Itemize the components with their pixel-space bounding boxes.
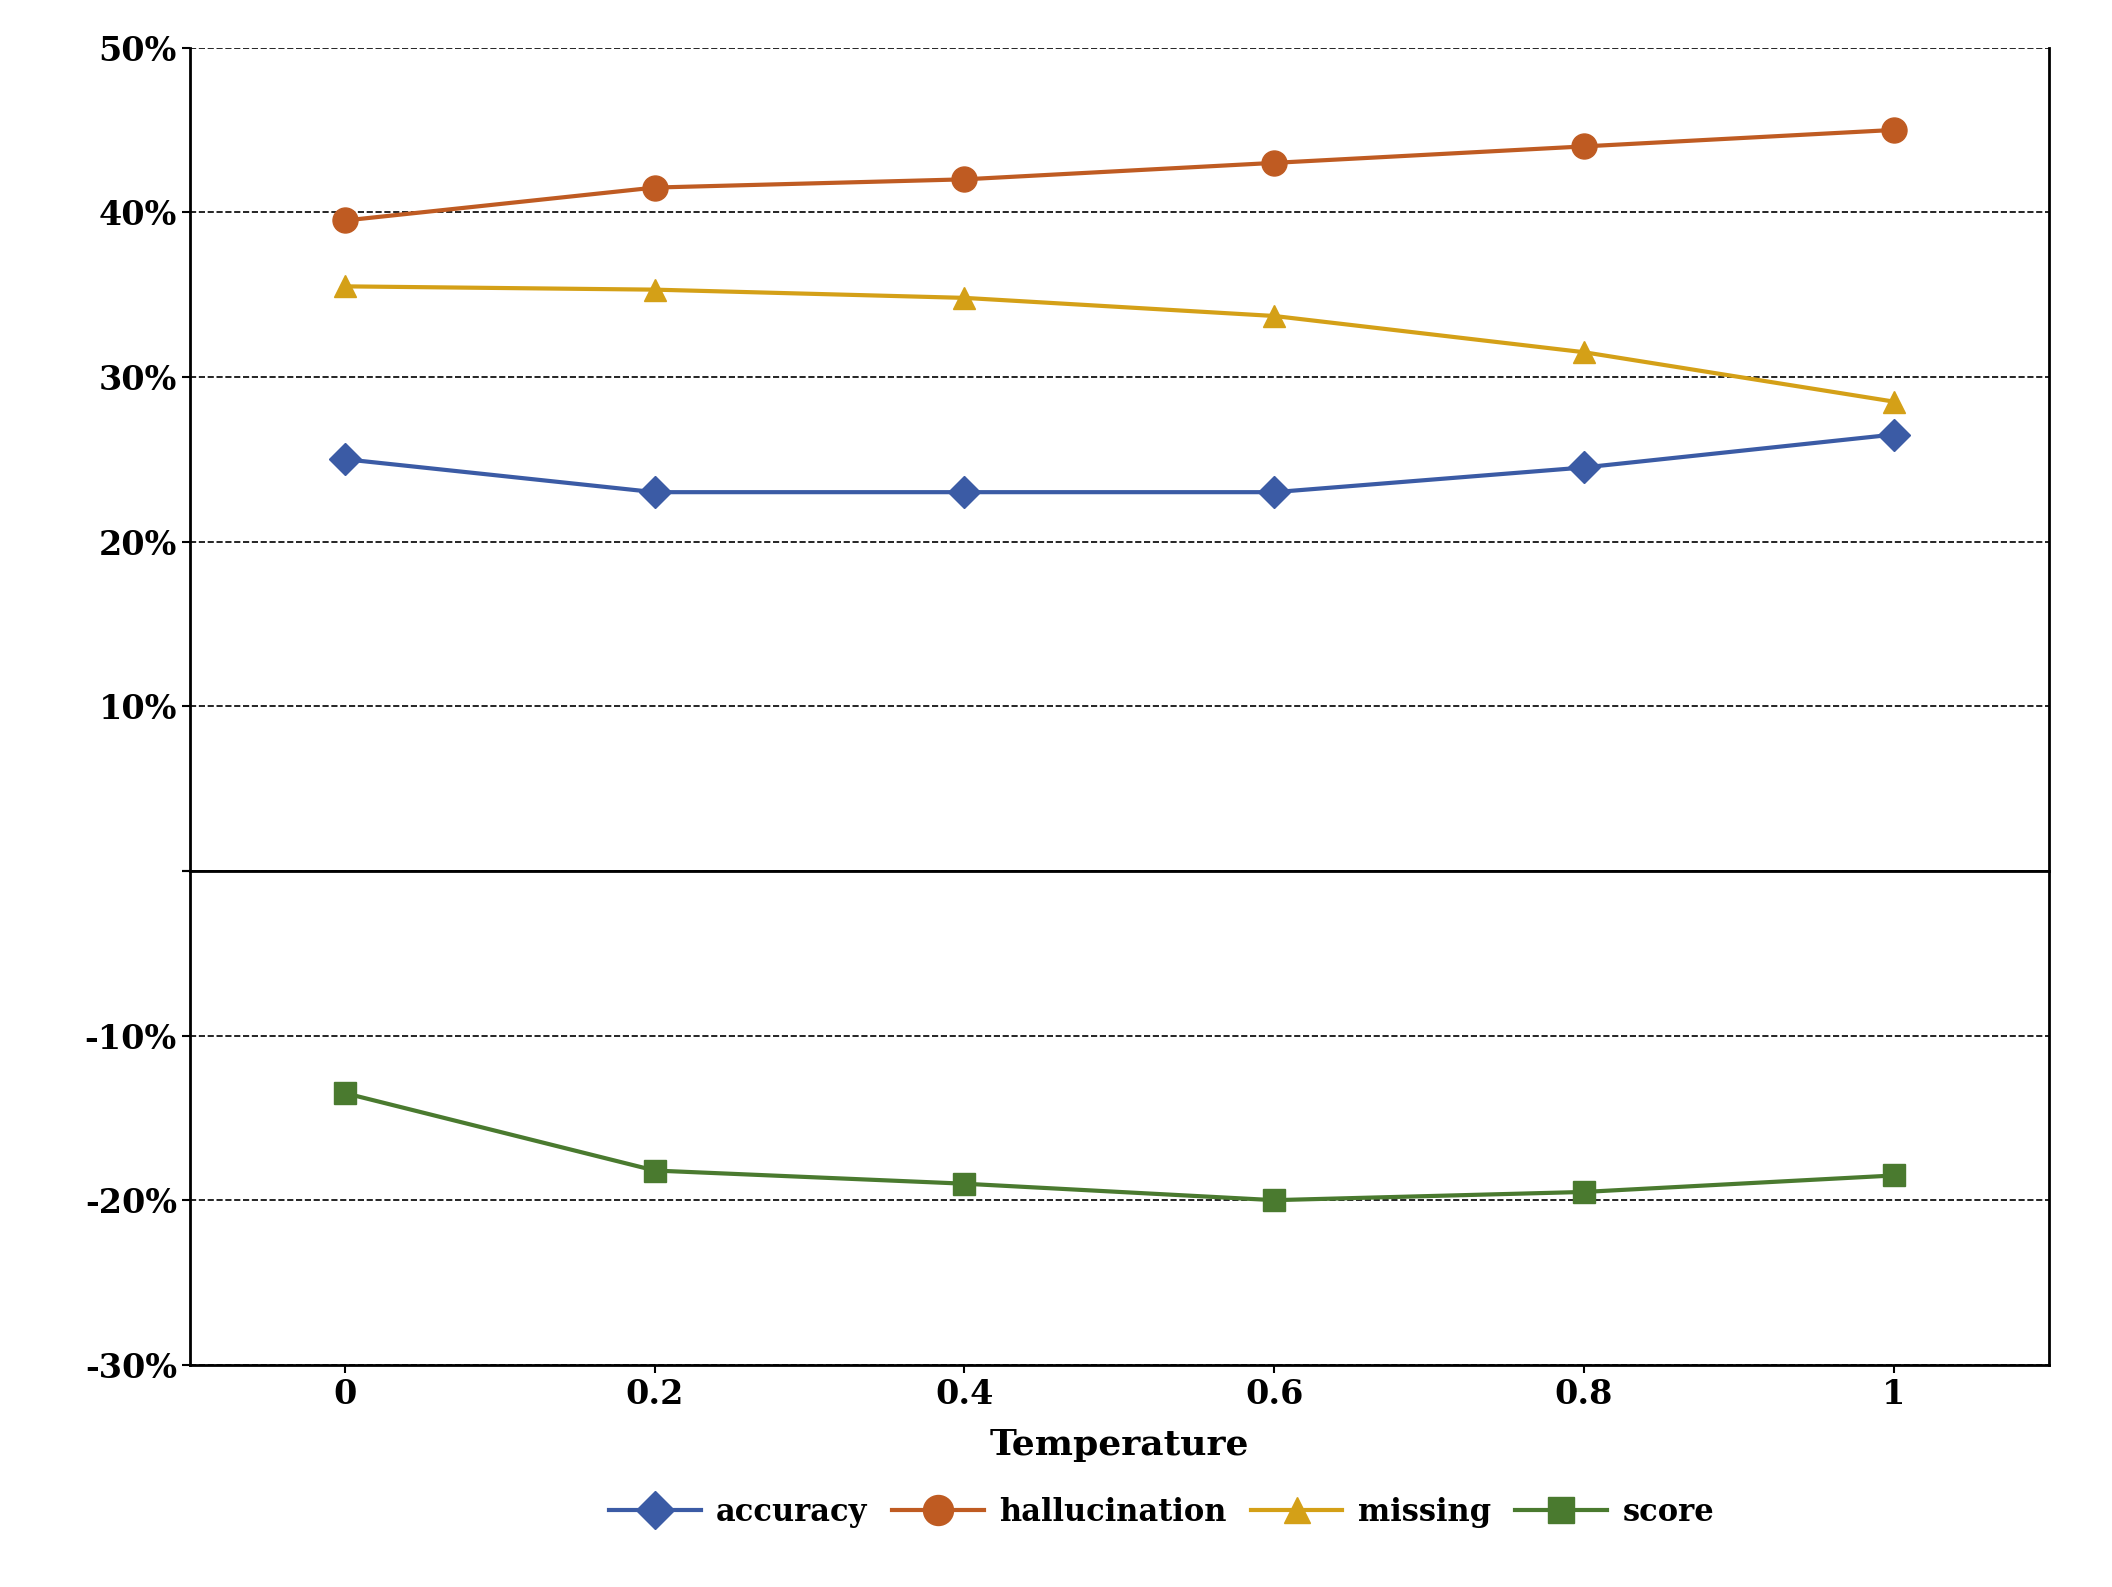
missing	[1261, 306, 1286, 325]
accuracy	[642, 482, 667, 501]
score	[642, 1162, 667, 1181]
hallucination	[332, 211, 357, 230]
missing	[953, 289, 978, 308]
score	[1571, 1182, 1597, 1201]
hallucination	[642, 178, 667, 197]
missing	[642, 281, 667, 300]
Legend: accuracy, hallucination, missing, score: accuracy, hallucination, missing, score	[598, 1484, 1726, 1539]
Line: score: score	[334, 1082, 1905, 1211]
score	[953, 1174, 978, 1193]
Line: hallucination: hallucination	[332, 117, 1907, 233]
Line: accuracy: accuracy	[334, 424, 1905, 503]
X-axis label: Temperature: Temperature	[991, 1428, 1248, 1462]
Line: missing: missing	[334, 275, 1905, 413]
hallucination	[1261, 154, 1286, 173]
missing	[1882, 392, 1907, 411]
missing	[1571, 343, 1597, 362]
score	[1261, 1190, 1286, 1209]
score	[332, 1084, 357, 1103]
hallucination	[1571, 136, 1597, 156]
hallucination	[1882, 121, 1907, 140]
accuracy	[1882, 425, 1907, 444]
hallucination	[953, 170, 978, 189]
missing	[332, 276, 357, 295]
accuracy	[953, 482, 978, 501]
accuracy	[1571, 459, 1597, 478]
accuracy	[1261, 482, 1286, 501]
accuracy	[332, 449, 357, 468]
score	[1882, 1166, 1907, 1185]
